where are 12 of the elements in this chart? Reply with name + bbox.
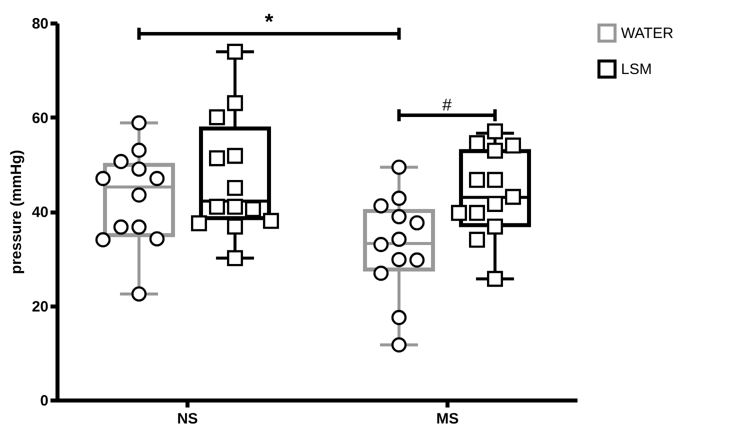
x-tick-label: NS xyxy=(177,410,198,428)
y-tick-label: 80 xyxy=(32,16,48,32)
y-tick-label: 20 xyxy=(32,298,48,316)
annotation: # xyxy=(442,95,452,114)
y-axis-title: pressure (mmHg) xyxy=(8,150,25,274)
legend-label: WATER xyxy=(621,25,674,42)
annotation: * xyxy=(264,8,274,34)
y-tick-label: 60 xyxy=(32,110,48,127)
legend-label: LSM xyxy=(621,61,652,78)
y-tick-label: 0 xyxy=(40,392,48,410)
x-tick-label: MS xyxy=(436,410,459,428)
y-tick-label: 40 xyxy=(32,204,48,221)
